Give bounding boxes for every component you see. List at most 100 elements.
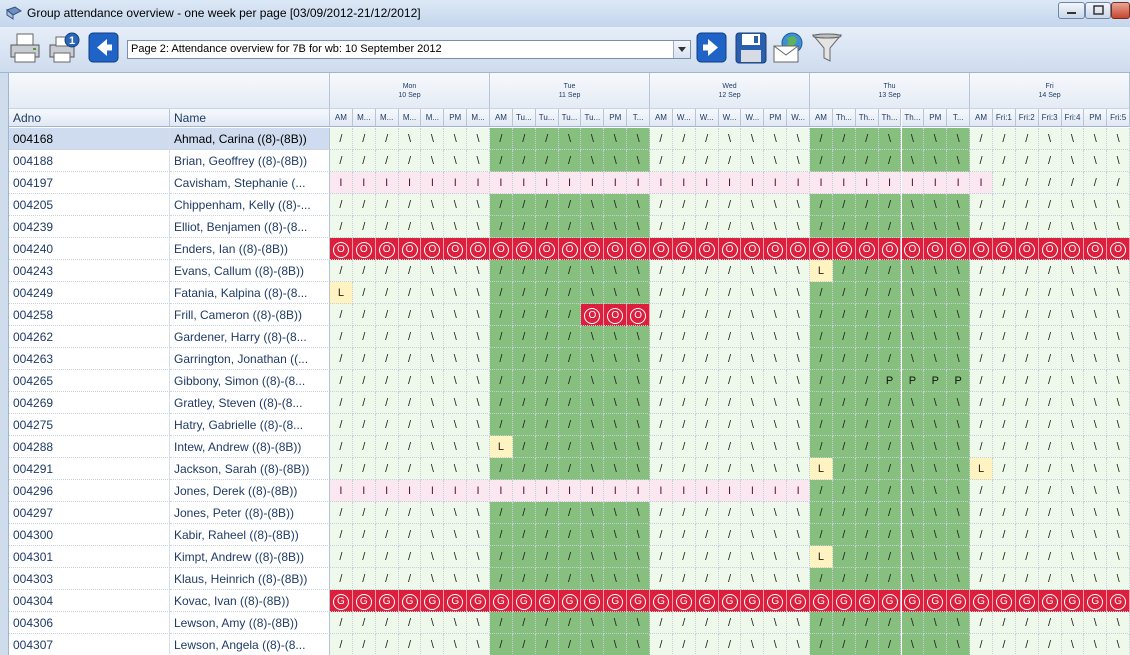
attendance-mark[interactable]: \ — [901, 282, 925, 304]
table-row[interactable]: 004304 Kovac, Ivan ((8)-(8B)) G G G G G G G G G G G G… — [9, 590, 1130, 612]
attendance-mark[interactable]: / — [1015, 546, 1039, 568]
attendance-mark[interactable]: / — [398, 260, 422, 282]
attendance-mark[interactable]: / — [878, 326, 902, 348]
attendance-mark[interactable]: \ — [901, 568, 925, 590]
attendance-mark[interactable]: \ — [604, 260, 628, 282]
attendance-mark[interactable]: \ — [1084, 304, 1108, 326]
attendance-mark[interactable]: \ — [581, 150, 605, 172]
attendance-mark[interactable]: / — [718, 414, 742, 436]
table-row[interactable]: 004269 Gratley, Steven ((8)-(8... / / / / \ \ \ /… — [9, 392, 1130, 414]
attendance-mark[interactable]: \ — [947, 348, 971, 370]
attendance-mark[interactable]: / — [650, 326, 673, 348]
attendance-mark[interactable]: / — [672, 348, 696, 370]
attendance-mark[interactable]: / — [832, 260, 856, 282]
attendance-mark[interactable]: / — [1038, 150, 1062, 172]
attendance-mark[interactable]: \ — [467, 128, 491, 150]
attendance-mark[interactable]: \ — [467, 458, 491, 480]
attendance-mark[interactable]: \ — [764, 348, 788, 370]
attendance-mark[interactable]: / — [490, 260, 513, 282]
attendance-mark[interactable]: / — [352, 546, 376, 568]
attendance-mark[interactable]: \ — [444, 128, 468, 150]
attendance-mark[interactable]: / — [558, 436, 582, 458]
attendance-mark[interactable]: \ — [581, 414, 605, 436]
attendance-mark[interactable]: \ — [1107, 502, 1130, 524]
attendance-mark[interactable]: \ — [901, 634, 925, 655]
attendance-mark[interactable]: I — [627, 480, 651, 502]
attendance-mark[interactable]: \ — [741, 348, 765, 370]
attendance-mark[interactable]: / — [535, 414, 559, 436]
attendance-mark[interactable]: \ — [924, 458, 948, 480]
attendance-mark[interactable]: \ — [604, 414, 628, 436]
attendance-mark[interactable]: \ — [787, 612, 811, 634]
attendance-mark[interactable]: \ — [1107, 546, 1130, 568]
attendance-mark[interactable]: / — [672, 216, 696, 238]
attendance-mark[interactable]: I — [444, 480, 468, 502]
attendance-mark[interactable]: \ — [444, 304, 468, 326]
attendance-mark[interactable]: / — [512, 326, 536, 348]
attendance-mark[interactable]: G — [901, 590, 925, 612]
attendance-mark[interactable]: \ — [787, 348, 811, 370]
attendance-mark[interactable]: / — [330, 612, 353, 634]
attendance-mark[interactable]: O — [490, 238, 513, 260]
attendance-mark[interactable]: / — [992, 348, 1016, 370]
adno-cell[interactable]: 004265 — [9, 370, 170, 392]
attendance-mark[interactable]: \ — [421, 216, 445, 238]
attendance-mark[interactable]: / — [1038, 612, 1062, 634]
session-header[interactable]: W... — [718, 109, 742, 127]
attendance-mark[interactable]: \ — [421, 502, 445, 524]
attendance-mark[interactable]: \ — [444, 546, 468, 568]
attendance-mark[interactable]: O — [1107, 238, 1130, 260]
session-header[interactable]: Fri:3 — [1038, 109, 1062, 127]
attendance-mark[interactable]: / — [535, 546, 559, 568]
attendance-mark[interactable]: L — [810, 260, 833, 282]
attendance-mark[interactable]: / — [832, 414, 856, 436]
session-header[interactable]: PM — [444, 109, 468, 127]
attendance-mark[interactable]: / — [490, 392, 513, 414]
attendance-mark[interactable]: / — [398, 414, 422, 436]
attendance-mark[interactable]: I — [718, 172, 742, 194]
attendance-mark[interactable]: \ — [581, 634, 605, 655]
attendance-mark[interactable]: / — [970, 480, 993, 502]
attendance-mark[interactable]: \ — [741, 524, 765, 546]
attendance-mark[interactable]: / — [1015, 326, 1039, 348]
attendance-mark[interactable]: O — [970, 238, 993, 260]
attendance-mark[interactable]: \ — [764, 568, 788, 590]
attendance-mark[interactable]: / — [398, 194, 422, 216]
table-row[interactable]: 004205 Chippenham, Kelly ((8)-... / / / / \ \ \ /… — [9, 194, 1130, 216]
attendance-mark[interactable]: / — [855, 370, 879, 392]
attendance-mark[interactable]: \ — [627, 436, 651, 458]
attendance-mark[interactable]: / — [398, 216, 422, 238]
attendance-mark[interactable]: \ — [1084, 436, 1108, 458]
attendance-mark[interactable]: \ — [581, 348, 605, 370]
attendance-mark[interactable]: \ — [718, 128, 742, 150]
attendance-mark[interactable]: / — [695, 216, 719, 238]
attendance-mark[interactable]: / — [558, 612, 582, 634]
attendance-mark[interactable]: \ — [1107, 612, 1130, 634]
session-header[interactable]: AM — [970, 109, 993, 127]
attendance-mark[interactable]: / — [330, 392, 353, 414]
attendance-mark[interactable]: / — [992, 370, 1016, 392]
attendance-mark[interactable]: \ — [901, 348, 925, 370]
attendance-mark[interactable]: / — [558, 546, 582, 568]
attendance-mark[interactable]: \ — [1061, 128, 1085, 150]
adno-cell[interactable]: 004188 — [9, 150, 170, 172]
attendance-mark[interactable]: \ — [947, 634, 971, 655]
adno-cell[interactable]: 004239 — [9, 216, 170, 238]
attendance-mark[interactable]: / — [375, 568, 399, 590]
attendance-mark[interactable]: / — [810, 392, 833, 414]
attendance-mark[interactable]: \ — [581, 370, 605, 392]
attendance-mark[interactable]: / — [352, 260, 376, 282]
attendance-mark[interactable]: \ — [878, 128, 902, 150]
attendance-mark[interactable]: / — [970, 150, 993, 172]
attendance-mark[interactable]: / — [970, 128, 993, 150]
attendance-mark[interactable]: / — [992, 546, 1016, 568]
attendance-mark[interactable]: \ — [581, 216, 605, 238]
attendance-mark[interactable]: / — [832, 546, 856, 568]
attendance-mark[interactable]: / — [512, 150, 536, 172]
attendance-mark[interactable]: G — [490, 590, 513, 612]
attendance-mark[interactable]: \ — [924, 282, 948, 304]
attendance-mark[interactable]: / — [810, 524, 833, 546]
attendance-mark[interactable]: \ — [741, 612, 765, 634]
session-header[interactable]: Fri:4 — [1061, 109, 1085, 127]
attendance-mark[interactable]: / — [718, 524, 742, 546]
